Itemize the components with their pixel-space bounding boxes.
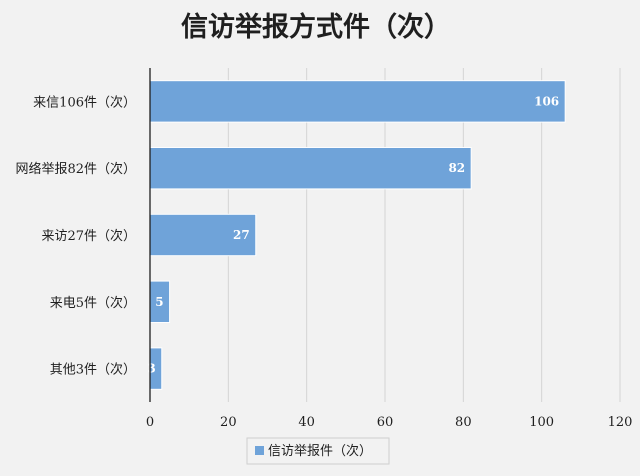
category-label: 来信106件（次） — [33, 94, 136, 110]
category-label: 来访27件（次） — [41, 228, 136, 244]
data-label: 3 — [147, 362, 155, 376]
data-label: 5 — [155, 295, 163, 309]
data-label: 27 — [233, 228, 250, 242]
legend-box — [246, 437, 390, 465]
grid-lines — [227, 68, 621, 402]
x-tick-label: 20 — [220, 415, 237, 430]
x-tick-label: 100 — [529, 415, 554, 430]
legend-entry: 信访举报件（次） — [268, 443, 372, 459]
x-tick-label: 80 — [455, 415, 472, 430]
bar — [149, 146, 472, 190]
bars: 106 82 27 5 3 — [147, 80, 566, 390]
bar — [149, 80, 566, 123]
chart-title: 信访举报方式件（次） — [181, 11, 451, 43]
x-tick-label: 0 — [146, 415, 154, 430]
data-label: 82 — [448, 161, 465, 175]
category-label: 网络举报82件（次） — [15, 161, 136, 177]
category-label: 其他3件（次） — [50, 362, 136, 378]
x-tick-label: 120 — [608, 415, 633, 430]
bar — [149, 213, 257, 257]
x-tick-label: 40 — [298, 415, 315, 430]
x-tick-label: 60 — [377, 415, 394, 430]
category-label: 来电5件（次） — [50, 295, 136, 311]
legend: 信访举报件（次） — [246, 437, 390, 465]
data-label: 106 — [534, 94, 559, 108]
axes: 0 20 40 60 80 100 120 来信106件（次） 网络举报82件（次） 来访27件（… — [15, 68, 632, 430]
legend-swatch — [255, 446, 264, 455]
